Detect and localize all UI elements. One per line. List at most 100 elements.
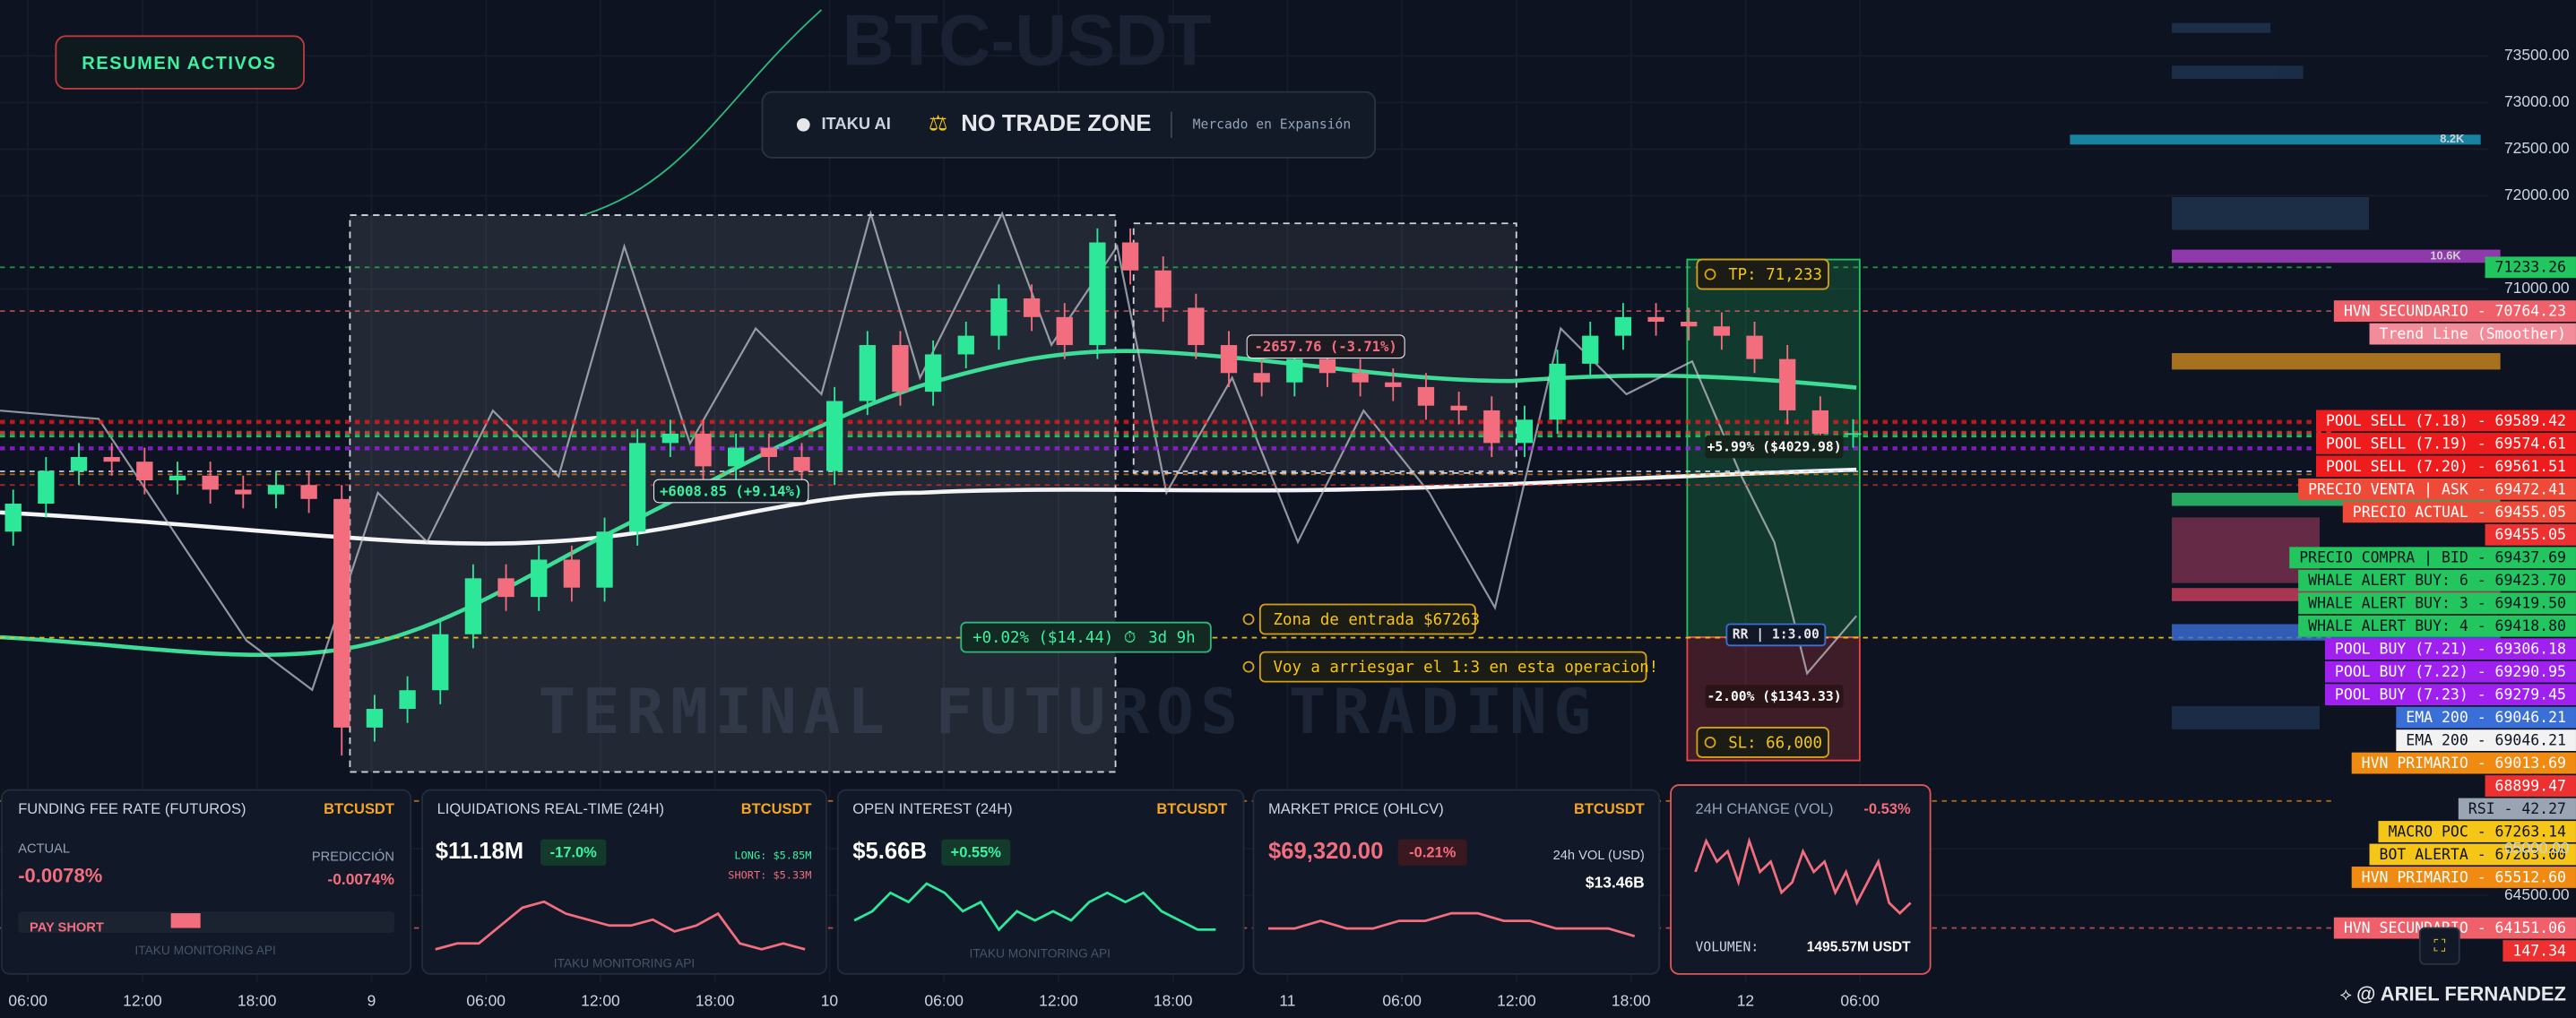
annotation-box bbox=[1258, 651, 1647, 683]
sparkline bbox=[853, 882, 1216, 932]
candle-body bbox=[38, 470, 55, 505]
time-labels: 06:00 12:00 18:00 9 06:00 12:00 18:00 10 06:00 12… bbox=[8, 992, 1880, 1010]
gain-label: +5.99% ($4029.98) bbox=[1707, 439, 1842, 454]
fullscreen-icon[interactable]: ⛶ bbox=[2433, 936, 2445, 954]
signal-bar bbox=[170, 913, 201, 928]
candle-body bbox=[727, 447, 745, 467]
level-label: HVN PRIMARIO - 69013.69 bbox=[2362, 755, 2566, 772]
watermark: TERMINAL FUTUROS TRADING bbox=[538, 676, 1597, 748]
annotation-icon bbox=[1242, 660, 1255, 673]
ai-label: ITAKU AI bbox=[821, 114, 890, 133]
change-badge bbox=[941, 839, 1011, 866]
candle-body bbox=[1450, 405, 1467, 410]
level-label: POOL SELL (7.20) - 69561.51 bbox=[2326, 458, 2566, 475]
time-label: 11 bbox=[1279, 992, 1295, 1010]
annotation-box bbox=[1705, 685, 1844, 708]
panel-title: LIQUIDATIONS REAL-TIME (24H) bbox=[437, 801, 664, 817]
level-label: PRECIO VENTA | ASK - 69472.41 bbox=[2308, 480, 2566, 497]
level-tag bbox=[2485, 523, 2576, 546]
annotation-box bbox=[1246, 334, 1405, 359]
panel-label: PREDICCIÓN bbox=[312, 850, 394, 865]
entry-label: Zona de entrada $67263 bbox=[1274, 611, 1481, 629]
sparkline bbox=[435, 900, 806, 951]
candle-body bbox=[1647, 316, 1664, 323]
candle-body bbox=[136, 462, 153, 480]
candle-body bbox=[629, 443, 646, 532]
candle-body bbox=[169, 475, 186, 480]
time-label: 12:00 bbox=[581, 992, 620, 1010]
sparkline bbox=[1268, 911, 1636, 938]
trend-curve bbox=[0, 467, 1857, 546]
time-label: 12 bbox=[1737, 992, 1754, 1010]
candle-body bbox=[924, 354, 942, 393]
signal-track bbox=[18, 911, 394, 934]
summary-button-label[interactable]: RESUMEN ACTIVOS bbox=[82, 54, 276, 73]
level-tag bbox=[2396, 729, 2576, 752]
panel-title: FUNDING FEE RATE (FUTUROS) bbox=[18, 801, 246, 817]
level-label: 71233.26 bbox=[2495, 259, 2566, 276]
candle-body bbox=[1483, 410, 1500, 444]
time-label: 12:00 bbox=[1497, 992, 1536, 1010]
annotations: +6008.85 (+9.14%) -2657.76 (-3.71%) TP: … bbox=[653, 258, 1844, 758]
level-label: WHALE ALERT BUY: 3 - 69419.50 bbox=[2308, 595, 2566, 612]
level-tag bbox=[2298, 478, 2576, 500]
time-label: 9 bbox=[367, 992, 376, 1010]
level-tag bbox=[2396, 706, 2576, 729]
candle-body bbox=[531, 559, 548, 598]
panel-source: ITAKU MONITORING API bbox=[554, 957, 695, 971]
candle-body bbox=[4, 504, 22, 532]
level-tag bbox=[2503, 940, 2576, 962]
risk-label: Voy a arriesgar el 1:3 en esta operacion… bbox=[1274, 659, 1659, 677]
volume-bar bbox=[2172, 706, 2321, 729]
level-label: EMA 200 - 69046.21 bbox=[2406, 709, 2566, 726]
long-label: LONG: $5.85M bbox=[734, 849, 811, 861]
panel-value: $5.66B bbox=[852, 839, 927, 864]
candle-body bbox=[1549, 363, 1566, 420]
short-label: SHORT: $5.33M bbox=[728, 868, 811, 881]
volume-bar bbox=[2172, 22, 2271, 33]
candle-body bbox=[1681, 322, 1698, 327]
volume-label: 10.6K bbox=[2430, 248, 2461, 262]
candle-body bbox=[1089, 242, 1106, 346]
candle-body bbox=[859, 345, 876, 401]
level-label: BOT ALERTA - 67263.00 bbox=[2380, 846, 2566, 863]
annotation-box bbox=[1705, 435, 1844, 459]
rr-label: RR | 1:3.00 bbox=[1733, 626, 1820, 642]
time-axis bbox=[0, 982, 2576, 1018]
level-label: MACRO POC - 67263.14 bbox=[2388, 823, 2566, 840]
volume-bar bbox=[2172, 249, 2501, 263]
panel-volume: 1495.57M USDT bbox=[1807, 940, 1911, 955]
annotation-box bbox=[1696, 727, 1829, 758]
band-line bbox=[583, 9, 823, 216]
annotation-box bbox=[653, 479, 809, 504]
level-label: HVN PRIMARIO - 65512.60 bbox=[2362, 868, 2566, 885]
panel-volume: $13.46B bbox=[1586, 874, 1645, 892]
time-label: 18:00 bbox=[1612, 992, 1651, 1010]
candles bbox=[4, 228, 1862, 756]
author-icon: ⟡ bbox=[2340, 985, 2352, 1005]
candle-body bbox=[1746, 335, 1763, 359]
candle-body bbox=[1154, 270, 1171, 308]
panel-value: $11.18M bbox=[436, 839, 523, 864]
level-tag bbox=[2324, 638, 2576, 660]
level-label: WHALE ALERT BUY: 6 - 69423.70 bbox=[2308, 572, 2566, 589]
level-label: PRECIO ACTUAL - 69455.05 bbox=[2353, 504, 2566, 521]
summary-button[interactable] bbox=[55, 35, 306, 90]
volume-bar bbox=[2172, 196, 2370, 230]
candle-body bbox=[1385, 382, 1402, 387]
panels: FUNDING FEE RATE (FUTUROS) BTCUSDT ACTUA… bbox=[0, 784, 1932, 975]
fullscreen-button[interactable] bbox=[2418, 927, 2460, 965]
volume-bar bbox=[2070, 134, 2481, 145]
annotation-icon bbox=[1704, 737, 1716, 748]
volume-profile: 8.2K 10.6K bbox=[2070, 22, 2501, 729]
level-tag bbox=[2298, 592, 2576, 615]
funding-prediction: -0.0074% bbox=[327, 870, 394, 888]
candle-body bbox=[1056, 316, 1073, 346]
panel-symbol: BTCUSDT bbox=[741, 801, 812, 817]
level-tag bbox=[2315, 455, 2576, 478]
candle-body bbox=[826, 401, 843, 471]
candle-body bbox=[990, 298, 1007, 336]
status-label: NO TRADE ZONE bbox=[961, 111, 1151, 136]
level-tag bbox=[2351, 752, 2576, 774]
signal-label: PAY SHORT bbox=[30, 920, 104, 935]
